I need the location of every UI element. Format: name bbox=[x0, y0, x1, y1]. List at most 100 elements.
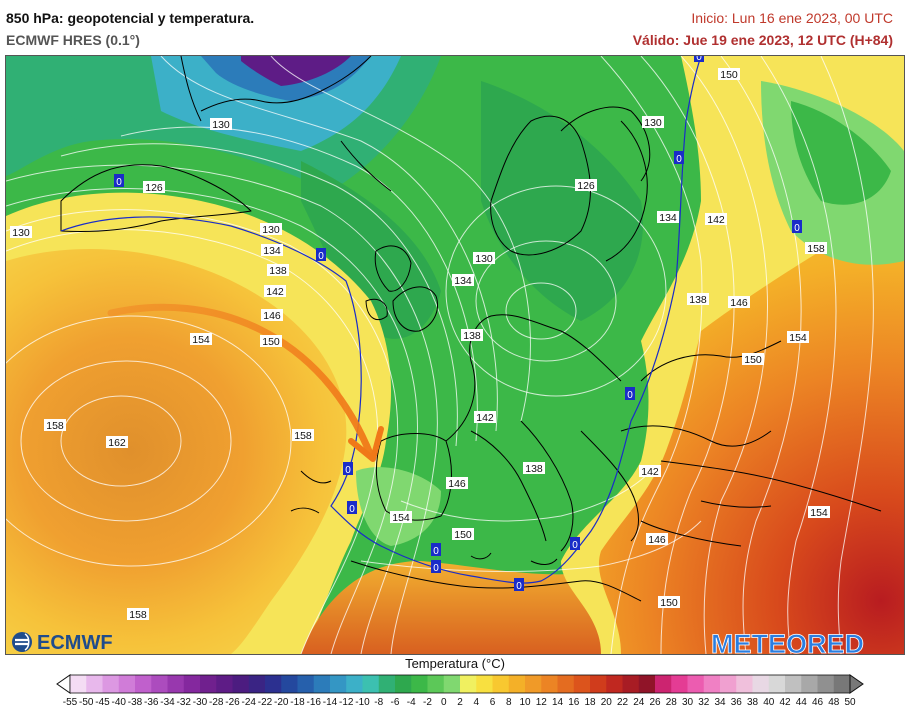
scale-tick-label: 4 bbox=[473, 697, 480, 708]
scale-cell bbox=[476, 675, 493, 693]
scale-cell bbox=[167, 675, 185, 693]
scale-cell bbox=[752, 675, 770, 693]
scale-cell bbox=[151, 675, 168, 693]
scale-tick-label: 10 bbox=[519, 697, 531, 708]
scale-tick-label: 28 bbox=[665, 697, 677, 708]
isohypse-label: 158 bbox=[44, 419, 66, 432]
scale-tick-label: -32 bbox=[176, 697, 191, 708]
svg-text:150: 150 bbox=[262, 336, 280, 348]
scale-tick-label: 40 bbox=[763, 697, 775, 708]
isohypse-label: 134 bbox=[261, 244, 283, 257]
scale-tick-label: 8 bbox=[505, 697, 512, 708]
svg-text:0: 0 bbox=[318, 251, 324, 262]
temperature-color-scale bbox=[56, 674, 864, 694]
isohypse-label: 150 bbox=[452, 528, 474, 541]
geopotential-contours bbox=[6, 56, 874, 654]
isohypse-label: 130 bbox=[260, 223, 282, 236]
scale-tick-label: 24 bbox=[633, 697, 645, 708]
isohypse-label: 162 bbox=[106, 436, 128, 449]
scale-tick-label: 18 bbox=[584, 697, 596, 708]
scale-cell bbox=[671, 675, 688, 693]
svg-text:138: 138 bbox=[689, 294, 707, 306]
warm-advection-arrowhead bbox=[348, 426, 384, 462]
scale-tick-label: 44 bbox=[795, 697, 807, 708]
scale-tick-label: -22 bbox=[257, 697, 273, 708]
scale-cell bbox=[346, 675, 363, 693]
svg-text:METEORED: METEORED bbox=[711, 629, 864, 658]
svg-text:142: 142 bbox=[641, 466, 659, 478]
scale-cell bbox=[573, 675, 591, 693]
svg-text:158: 158 bbox=[46, 420, 64, 432]
svg-text:154: 154 bbox=[392, 512, 410, 524]
svg-text:138: 138 bbox=[463, 330, 481, 342]
isohypse-label: 126 bbox=[143, 181, 165, 194]
zero-isotherm-label: 0 bbox=[347, 501, 357, 515]
isohypse-label: 146 bbox=[446, 477, 468, 490]
scale-tick-label: 6 bbox=[489, 697, 496, 708]
isohypse-label: 142 bbox=[474, 411, 496, 424]
isohypse-label: 142 bbox=[639, 465, 661, 478]
scale-cell bbox=[297, 675, 315, 693]
isohypse-label: 146 bbox=[646, 533, 668, 546]
svg-text:130: 130 bbox=[644, 117, 662, 129]
scale-cell bbox=[817, 675, 835, 693]
chart-title: 850 hPa: geopotencial y temperatura. bbox=[6, 10, 255, 26]
svg-text:142: 142 bbox=[476, 412, 494, 424]
zero-isotherm bbox=[60, 56, 702, 584]
isohypse-label: 134 bbox=[452, 274, 474, 287]
scale-tick-label: 32 bbox=[698, 697, 710, 708]
isohypse-label: 138 bbox=[267, 264, 289, 277]
scale-tick-label: -36 bbox=[144, 697, 159, 708]
scale-tick-label: -12 bbox=[339, 697, 354, 708]
svg-text:150: 150 bbox=[454, 529, 472, 541]
svg-text:126: 126 bbox=[577, 180, 595, 192]
isohypse-label: 130 bbox=[10, 226, 32, 239]
isohypse-label: 130 bbox=[642, 116, 664, 129]
svg-text:0: 0 bbox=[572, 540, 578, 551]
weather-map: 130 126 130 130 134 138 142 146 150 154 158 162 158 1… bbox=[5, 55, 905, 655]
zero-isotherm-label: 0 bbox=[431, 543, 441, 557]
scale-cell bbox=[135, 675, 152, 693]
zero-isotherm-label: 0 bbox=[114, 174, 124, 188]
zero-isotherm-label: 0 bbox=[514, 578, 524, 592]
scale-cell bbox=[557, 675, 575, 693]
svg-text:0: 0 bbox=[433, 546, 439, 557]
scale-tick-label: -38 bbox=[127, 697, 143, 708]
scale-tick-label: 16 bbox=[568, 697, 580, 708]
svg-text:150: 150 bbox=[720, 69, 738, 81]
scale-tick-label: -20 bbox=[274, 697, 289, 708]
scale-cell bbox=[248, 675, 266, 693]
scale-cell bbox=[395, 675, 412, 693]
meteored-logo: METEORED bbox=[710, 628, 900, 663]
svg-text:146: 146 bbox=[263, 310, 281, 322]
svg-text:146: 146 bbox=[648, 534, 666, 546]
svg-text:ECMWF: ECMWF bbox=[37, 632, 113, 654]
scale-cell bbox=[232, 675, 250, 693]
scale-cell bbox=[492, 675, 510, 693]
scale-tick-label: -6 bbox=[390, 697, 400, 708]
scale-cell bbox=[720, 675, 737, 693]
scale-tick-label: 46 bbox=[811, 697, 824, 708]
svg-text:0: 0 bbox=[433, 563, 439, 574]
svg-text:0: 0 bbox=[349, 504, 355, 515]
legend-title: Temperatura (°C) bbox=[405, 656, 505, 671]
scale-tick-label: 42 bbox=[779, 697, 791, 708]
svg-text:142: 142 bbox=[266, 286, 284, 298]
scale-cell bbox=[362, 675, 380, 693]
svg-text:0: 0 bbox=[345, 465, 351, 476]
scale-cell bbox=[606, 675, 623, 693]
scale-tick-label: -16 bbox=[306, 697, 321, 708]
scale-cell bbox=[102, 675, 120, 693]
svg-text:150: 150 bbox=[744, 354, 762, 366]
svg-text:0: 0 bbox=[794, 223, 800, 234]
zero-isotherm-label: 0 bbox=[431, 560, 441, 574]
isohypse-label: 158 bbox=[127, 608, 149, 621]
svg-text:130: 130 bbox=[475, 253, 493, 265]
zero-isotherm-label: 0 bbox=[694, 56, 704, 63]
scale-tick-label: -55 bbox=[62, 697, 78, 708]
svg-text:138: 138 bbox=[525, 463, 543, 475]
svg-text:138: 138 bbox=[269, 265, 287, 277]
scale-cell bbox=[427, 675, 445, 693]
isohypse-label: 142 bbox=[264, 285, 286, 298]
